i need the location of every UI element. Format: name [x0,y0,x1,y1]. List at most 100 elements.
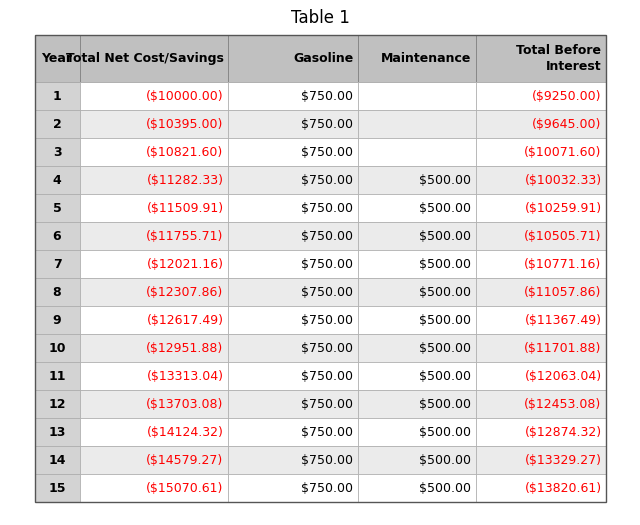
Bar [35,35,605,502]
Text: $500.00: $500.00 [419,202,472,215]
Bar [358,138,476,166]
Text: ($11509.91): ($11509.91) [147,202,223,215]
Bar [79,110,227,138]
Text: ($10071.60): ($10071.60) [524,145,602,159]
Text: Year: Year [42,52,72,65]
Bar [79,278,227,306]
Text: $500.00: $500.00 [419,173,472,186]
Text: Total Net Cost/Savings: Total Net Cost/Savings [66,52,223,65]
Text: $500.00: $500.00 [419,257,472,270]
Bar [476,166,605,194]
Bar [79,362,227,390]
Bar [358,390,476,418]
Bar [79,194,227,222]
Text: $500.00: $500.00 [419,481,472,495]
Bar [358,194,476,222]
Bar [35,250,79,278]
Text: $500.00: $500.00 [419,286,472,299]
Text: $750.00: $750.00 [301,341,353,354]
Text: ($14124.32): ($14124.32) [147,425,223,438]
Text: 6: 6 [52,229,61,243]
Text: ($13329.27): ($13329.27) [525,454,602,467]
Text: $750.00: $750.00 [301,370,353,383]
Bar [227,362,358,390]
Bar [358,362,476,390]
Text: ($9250.00): ($9250.00) [532,89,602,102]
Bar [476,35,605,82]
Text: $750.00: $750.00 [301,173,353,186]
Text: 4: 4 [52,173,61,186]
Bar [35,194,79,222]
Text: ($12951.88): ($12951.88) [147,341,223,354]
Bar [79,35,227,82]
Bar [227,194,358,222]
Bar [358,110,476,138]
Bar [227,418,358,446]
Bar [227,138,358,166]
Text: ($11282.33): ($11282.33) [147,173,223,186]
Bar [35,306,79,334]
Text: ($14579.27): ($14579.27) [147,454,223,467]
Text: ($10771.16): ($10771.16) [524,257,602,270]
Bar [476,418,605,446]
Bar [35,222,79,250]
Bar [358,306,476,334]
Bar [358,474,476,502]
Text: $750.00: $750.00 [301,481,353,495]
Bar [358,82,476,110]
Text: 13: 13 [48,425,66,438]
Text: $500.00: $500.00 [419,341,472,354]
Bar [35,474,79,502]
Bar [227,446,358,474]
Bar [476,250,605,278]
Bar [358,278,476,306]
Bar [79,222,227,250]
Bar [358,166,476,194]
Bar [35,334,79,362]
Bar [79,250,227,278]
Text: $750.00: $750.00 [301,257,353,270]
Bar [227,306,358,334]
Bar [35,362,79,390]
Bar [227,250,358,278]
Bar [476,334,605,362]
Bar [35,35,79,82]
Bar [476,362,605,390]
Text: ($10505.71): ($10505.71) [524,229,602,243]
Bar [227,82,358,110]
Bar [35,418,79,446]
Text: Total Before
Interest: Total Before Interest [516,45,602,72]
Text: ($13313.04): ($13313.04) [147,370,223,383]
Bar [79,418,227,446]
Text: ($15070.61): ($15070.61) [146,481,223,495]
Text: 3: 3 [52,145,61,159]
Bar [35,278,79,306]
Text: 2: 2 [52,118,61,131]
Bar [227,35,358,82]
Bar [35,82,79,110]
Bar [227,334,358,362]
Text: $750.00: $750.00 [301,286,353,299]
Bar [358,35,476,82]
Bar [227,110,358,138]
Bar [476,194,605,222]
Text: ($10000.00): ($10000.00) [146,89,223,102]
Bar [35,390,79,418]
Text: ($11367.49): ($11367.49) [525,313,602,327]
Text: ($12874.32): ($12874.32) [524,425,602,438]
Text: $750.00: $750.00 [301,118,353,131]
Text: ($11701.88): ($11701.88) [524,341,602,354]
Bar [358,250,476,278]
Text: 7: 7 [52,257,61,270]
Text: Gasoline: Gasoline [293,52,353,65]
Text: 11: 11 [48,370,66,383]
Text: ($11057.86): ($11057.86) [524,286,602,299]
Text: $500.00: $500.00 [419,397,472,411]
Bar [476,446,605,474]
Text: 10: 10 [48,341,66,354]
Text: 9: 9 [52,313,61,327]
Bar [227,278,358,306]
Text: $500.00: $500.00 [419,425,472,438]
Bar [227,166,358,194]
Bar [476,390,605,418]
